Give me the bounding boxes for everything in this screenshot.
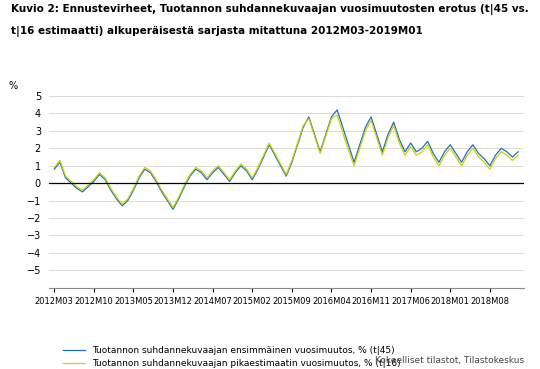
Tuotannon suhdannekuvaajan pikaestimaatin vuosimuutos, % (t|16) <box>396 141 403 145</box>
Tuotannon suhdannekuvaajan ensimmäinen vuosimuutos, % (t|45) <box>170 207 176 211</box>
Tuotannon suhdannekuvaajan ensimmäinen vuosimuutos, % (t|45) <box>424 139 431 144</box>
Line: Tuotannon suhdannekuvaajan pikaestimaatin vuosimuutos, % (t|16): Tuotannon suhdannekuvaajan pikaestimaati… <box>54 115 518 208</box>
Line: Tuotannon suhdannekuvaajan ensimmäinen vuosimuutos, % (t|45): Tuotannon suhdannekuvaajan ensimmäinen v… <box>54 110 518 209</box>
Tuotannon suhdannekuvaajan ensimmäinen vuosimuutos, % (t|45) <box>147 170 154 175</box>
Tuotannon suhdannekuvaajan pikaestimaatin vuosimuutos, % (t|16) <box>147 169 154 173</box>
Tuotannon suhdannekuvaajan pikaestimaatin vuosimuutos, % (t|16) <box>340 130 346 135</box>
Tuotannon suhdannekuvaajan ensimmäinen vuosimuutos, % (t|45) <box>515 149 522 154</box>
Tuotannon suhdannekuvaajan ensimmäinen vuosimuutos, % (t|45) <box>51 167 57 172</box>
Tuotannon suhdannekuvaajan pikaestimaatin vuosimuutos, % (t|16) <box>170 206 176 210</box>
Tuotannon suhdannekuvaajan pikaestimaatin vuosimuutos, % (t|16) <box>515 153 522 158</box>
Tuotannon suhdannekuvaajan pikaestimaatin vuosimuutos, % (t|16) <box>424 142 431 147</box>
Tuotannon suhdannekuvaajan ensimmäinen vuosimuutos, % (t|45) <box>119 204 125 208</box>
Tuotannon suhdannekuvaajan pikaestimaatin vuosimuutos, % (t|16) <box>334 113 340 117</box>
Legend: Tuotannon suhdannekuvaajan ensimmäinen vuosimuutos, % (t|45), Tuotannon suhdanne: Tuotannon suhdannekuvaajan ensimmäinen v… <box>63 346 401 368</box>
Tuotannon suhdannekuvaajan ensimmäinen vuosimuutos, % (t|45) <box>396 137 403 142</box>
Text: Kuvio 2: Ennustevirheet, Tuotannon suhdannekuvaajan vuosimuutosten erotus (t|45 : Kuvio 2: Ennustevirheet, Tuotannon suhda… <box>11 4 529 15</box>
Tuotannon suhdannekuvaajan ensimmäinen vuosimuutos, % (t|45) <box>334 108 340 112</box>
Tuotannon suhdannekuvaajan pikaestimaatin vuosimuutos, % (t|16) <box>119 202 125 206</box>
Tuotannon suhdannekuvaajan pikaestimaatin vuosimuutos, % (t|16) <box>79 188 86 192</box>
Text: t|16 estimaatti) alkuperäisestä sarjasta mitattuna 2012M03-2019M01: t|16 estimaatti) alkuperäisestä sarjasta… <box>11 26 423 37</box>
Tuotannon suhdannekuvaajan pikaestimaatin vuosimuutos, % (t|16) <box>51 165 57 170</box>
Tuotannon suhdannekuvaajan ensimmäinen vuosimuutos, % (t|45) <box>79 190 86 194</box>
Text: Kokeelliset tilastot, Tilastokeskus: Kokeelliset tilastot, Tilastokeskus <box>375 356 524 365</box>
Tuotannon suhdannekuvaajan ensimmäinen vuosimuutos, % (t|45) <box>340 125 346 130</box>
Text: %: % <box>8 80 17 91</box>
